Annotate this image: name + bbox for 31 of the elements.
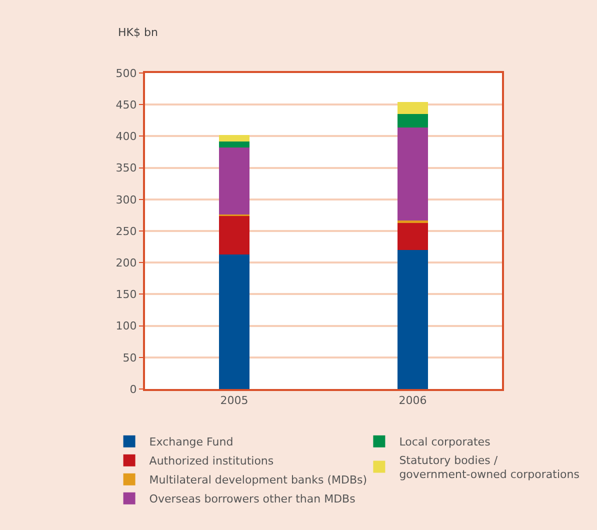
bar bbox=[398, 127, 428, 220]
bar bbox=[219, 141, 250, 148]
bar bbox=[219, 215, 250, 254]
y-tick-label: 200 bbox=[116, 256, 137, 270]
bar bbox=[219, 134, 250, 142]
bar bbox=[219, 254, 250, 389]
y-tick-label: 400 bbox=[116, 130, 137, 144]
y-tick-label: 0 bbox=[130, 382, 137, 396]
bar bbox=[398, 222, 428, 250]
bar bbox=[398, 114, 428, 128]
legend-label: Authorized institutions bbox=[149, 454, 274, 468]
y-tick-label: 50 bbox=[122, 351, 137, 364]
y-axis-title: HK$ bn bbox=[118, 26, 158, 39]
y-tick-label: 350 bbox=[116, 162, 137, 175]
legend-label: Multilateral development banks (MDBs) bbox=[149, 474, 368, 487]
x-tick-label: 2005 bbox=[220, 394, 248, 408]
y-tick-label: 150 bbox=[116, 288, 137, 302]
y-tick-label: 450 bbox=[116, 98, 137, 112]
bar bbox=[219, 148, 250, 215]
bar bbox=[398, 250, 428, 389]
y-tick-label: 100 bbox=[116, 320, 137, 333]
y-tick-label: 250 bbox=[116, 224, 137, 238]
bar bbox=[398, 102, 428, 114]
legend-label: Exchange Fund bbox=[149, 436, 234, 449]
y-tick-label: 300 bbox=[116, 193, 137, 206]
y-tick-label: 500 bbox=[116, 66, 137, 80]
legend-label: Local corporates bbox=[399, 436, 491, 449]
legend-label: Statutory bodies / government-owned corporations bbox=[399, 454, 580, 482]
x-tick-label: 2006 bbox=[398, 394, 427, 408]
bar bbox=[398, 220, 428, 223]
legend-label: Overseas borrowers other than MDBs bbox=[149, 492, 356, 506]
